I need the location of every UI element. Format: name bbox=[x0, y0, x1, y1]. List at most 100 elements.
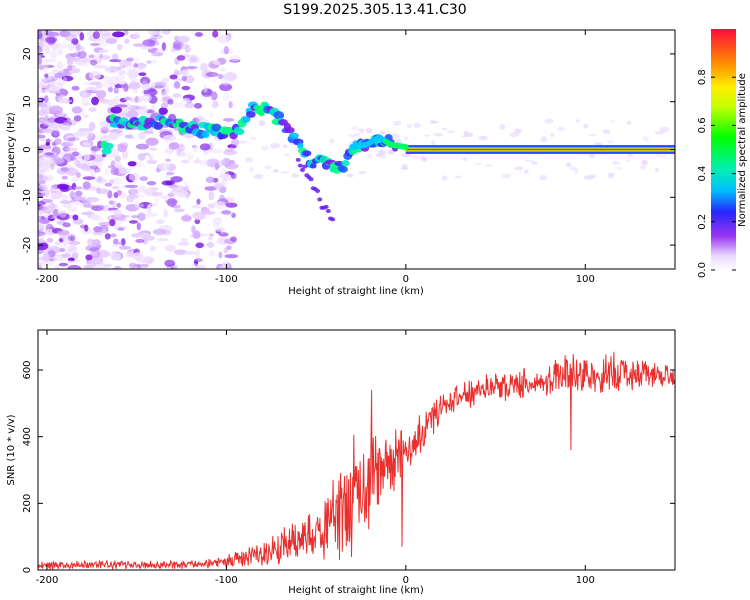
spectrogram-noise-cell bbox=[230, 173, 236, 178]
spectrogram-noise-cell bbox=[171, 185, 186, 193]
spectrogram-noise-cell bbox=[574, 168, 579, 175]
spectrogram-noise-cell bbox=[220, 159, 226, 167]
spectrogram-noise-cell bbox=[49, 194, 60, 200]
spectrogram-noise-cell bbox=[97, 38, 109, 47]
spectrogram-noise-cell bbox=[83, 153, 91, 161]
spectrogram-noise-cell bbox=[640, 164, 647, 171]
spectrogram-noise-cell bbox=[141, 83, 151, 91]
spectrogram-noise-cell bbox=[192, 230, 201, 240]
spectrogram-noise-cell bbox=[160, 90, 168, 98]
spectrogram-noise-cell bbox=[54, 241, 61, 246]
spectrogram-noise-cell bbox=[67, 264, 82, 269]
spectrogram-ridge-cell bbox=[330, 217, 336, 222]
spectrogram-noise-cell bbox=[73, 115, 82, 122]
spectrogram-noise-cell bbox=[38, 134, 46, 139]
spectrogram-noise-cell bbox=[112, 31, 125, 38]
spectrogram-noise-cell bbox=[168, 142, 180, 150]
spectrogram-noise-cell bbox=[195, 157, 200, 163]
spectrogram-noise-cell bbox=[38, 89, 50, 93]
spectrogram-noise-cell bbox=[164, 259, 176, 267]
spectrogram-noise-cell bbox=[509, 132, 519, 138]
spectrogram-noise-cell bbox=[525, 159, 534, 162]
snr-ytick-label: 600 bbox=[22, 360, 33, 379]
snr-series-line bbox=[38, 351, 675, 570]
spectrogram-noise-cell bbox=[124, 38, 130, 45]
spectrogram-ridge-cell bbox=[245, 111, 256, 118]
spectrogram-noise-cell bbox=[75, 61, 87, 66]
spectrogram-noise-cell bbox=[161, 77, 170, 84]
spectrogram-noise-cell bbox=[91, 57, 102, 64]
spectrogram-noise-cell bbox=[127, 161, 137, 167]
spectrogram-noise-cell bbox=[80, 96, 91, 101]
spectrogram-noise-cell bbox=[565, 162, 572, 168]
spectrogram-noise-cell bbox=[96, 176, 103, 183]
spectrogram-noise-cell bbox=[223, 46, 229, 55]
spectrogram-noise-cell bbox=[58, 262, 69, 267]
spectrogram-ridge-cell bbox=[315, 188, 321, 193]
spectrogram-noise-cell bbox=[57, 183, 70, 190]
spectrogram-noise-cell bbox=[118, 245, 132, 250]
spectrogram-noise-cell bbox=[272, 168, 279, 173]
spectrogram-noise-cell bbox=[329, 138, 335, 144]
spectrogram-noise-cell bbox=[113, 86, 120, 94]
spectrogram-noise-cell bbox=[107, 86, 113, 93]
spectrogram-noise-cell bbox=[143, 130, 154, 134]
spectrogram-noise-cell bbox=[431, 140, 436, 147]
spectrogram-noise-cell bbox=[135, 62, 147, 69]
spectrogram-noise-cell bbox=[45, 142, 51, 146]
spectrogram-xlabel: Height of straight line (km) bbox=[288, 286, 424, 297]
spectrogram-noise-cell bbox=[377, 150, 387, 156]
spectrogram-noise-cell bbox=[80, 159, 87, 163]
spectrogram-noise-cell bbox=[42, 60, 49, 70]
spectrogram-noise-cell bbox=[122, 155, 128, 160]
spectrogram-noise-cell bbox=[161, 42, 167, 51]
spectrogram-noise-cell bbox=[205, 176, 215, 184]
spectrogram-noise-cell bbox=[138, 72, 147, 76]
spectrogram-noise-cell bbox=[100, 137, 110, 142]
spectrogram-noise-cell bbox=[82, 181, 91, 190]
spectrogram-noise-cell bbox=[38, 30, 43, 39]
spectrogram-noise-cell bbox=[514, 166, 524, 171]
spectrogram-noise-cell bbox=[222, 93, 232, 102]
spectrogram-noise-cell bbox=[390, 133, 400, 140]
spectrogram-noise-cell bbox=[203, 84, 208, 93]
spectrogram-noise-cell bbox=[238, 140, 248, 144]
spectrogram-noise-cell bbox=[181, 215, 192, 222]
spectrogram-noise-cell bbox=[165, 244, 176, 252]
spectrogram-noise-cell bbox=[146, 204, 152, 214]
spectrogram-noise-cell bbox=[38, 219, 50, 224]
spectrogram-noise-cell bbox=[110, 106, 123, 114]
snr-ytick-label: 200 bbox=[22, 494, 33, 513]
spectrogram-noise-cell bbox=[176, 55, 186, 61]
spectrogram-noise-cell bbox=[45, 101, 52, 107]
spectrogram-noise-cell bbox=[135, 256, 150, 263]
spectrogram-noise-cell bbox=[544, 118, 554, 125]
spectrogram-xtick-label: -200 bbox=[36, 274, 59, 285]
spectrogram-noise-cell bbox=[107, 99, 118, 108]
spectrogram-noise-cell bbox=[225, 202, 238, 208]
spectrogram-noise-cell bbox=[123, 107, 129, 114]
spectrogram-noise-cell bbox=[357, 128, 366, 132]
spectrogram-noise-cell bbox=[221, 209, 231, 214]
spectrogram-noise-cell bbox=[117, 227, 125, 231]
colorbar-gradient bbox=[711, 29, 736, 270]
spectrogram-noise-cell bbox=[48, 87, 61, 92]
spectrogram-noise-cell bbox=[79, 130, 88, 136]
spectrogram-noise-cell bbox=[420, 155, 426, 161]
spectrogram-noise-cell bbox=[118, 167, 132, 174]
spectrogram-noise-cell bbox=[170, 102, 184, 108]
colorbar-tick-label: 0.6 bbox=[697, 117, 708, 133]
spectrogram-noise-cell bbox=[150, 245, 156, 252]
spectrogram-noise-cell bbox=[183, 75, 195, 84]
spectrogram-noise-cell bbox=[139, 185, 147, 193]
spectrogram-noise-cell bbox=[403, 136, 409, 141]
spectrogram-noise-cell bbox=[166, 171, 175, 176]
spectrogram-noise-cell bbox=[223, 72, 238, 82]
spectrogram-noise-cell bbox=[73, 67, 81, 74]
spectrogram-noise-cell bbox=[62, 76, 68, 86]
spectrogram-noise-cell bbox=[143, 152, 150, 156]
spectrogram-noise-cell bbox=[347, 134, 356, 138]
spectrogram-noise-cell bbox=[68, 240, 81, 246]
spectrogram-ridge-cell bbox=[323, 204, 329, 209]
spectrogram-noise-cell bbox=[91, 86, 99, 92]
